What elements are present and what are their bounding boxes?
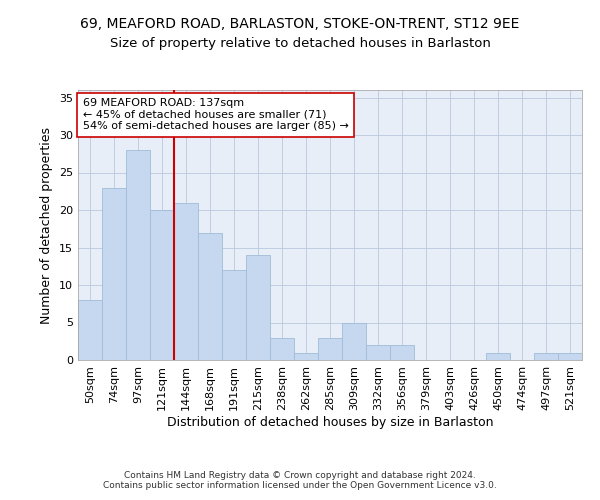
Bar <box>174 202 198 360</box>
Text: 69, MEAFORD ROAD, BARLASTON, STOKE-ON-TRENT, ST12 9EE: 69, MEAFORD ROAD, BARLASTON, STOKE-ON-TR… <box>80 18 520 32</box>
Y-axis label: Number of detached properties: Number of detached properties <box>40 126 53 324</box>
Bar <box>78 300 102 360</box>
Bar <box>534 352 558 360</box>
Bar <box>486 352 510 360</box>
Bar <box>342 322 366 360</box>
Bar <box>390 345 414 360</box>
Bar <box>294 352 318 360</box>
Bar <box>366 345 390 360</box>
Text: 69 MEAFORD ROAD: 137sqm
← 45% of detached houses are smaller (71)
54% of semi-de: 69 MEAFORD ROAD: 137sqm ← 45% of detache… <box>83 98 349 132</box>
Text: Size of property relative to detached houses in Barlaston: Size of property relative to detached ho… <box>110 38 490 51</box>
Text: Contains HM Land Registry data © Crown copyright and database right 2024.
Contai: Contains HM Land Registry data © Crown c… <box>103 470 497 490</box>
Bar <box>126 150 150 360</box>
Bar <box>222 270 246 360</box>
Bar <box>150 210 174 360</box>
Bar <box>246 255 270 360</box>
Bar <box>558 352 582 360</box>
Bar <box>198 232 222 360</box>
X-axis label: Distribution of detached houses by size in Barlaston: Distribution of detached houses by size … <box>167 416 493 428</box>
Bar <box>270 338 294 360</box>
Bar <box>318 338 342 360</box>
Bar <box>102 188 126 360</box>
